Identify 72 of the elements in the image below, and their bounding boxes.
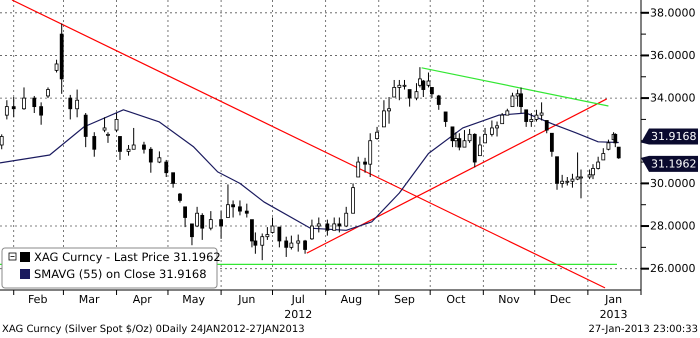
x-tick-label: Nov xyxy=(498,293,520,306)
candlestick xyxy=(414,82,418,101)
candlestick xyxy=(32,95,36,114)
candlestick xyxy=(84,112,88,148)
candlestick xyxy=(4,100,9,120)
candlestick xyxy=(148,146,153,174)
candlestick xyxy=(579,169,583,199)
candlestick xyxy=(519,86,523,114)
candlestick xyxy=(436,94,441,110)
x-tick-label: Aug xyxy=(340,293,362,306)
y-tick-label: 30.0000 xyxy=(650,176,696,190)
x-tick-label: Jan 2013 xyxy=(600,293,628,321)
y-tick-label: 26.0000 xyxy=(650,262,696,276)
candlestick xyxy=(601,148,606,160)
x-tick-label: Jul 2012 xyxy=(284,293,312,321)
x-tick-label: Mar xyxy=(78,293,100,306)
candlestick xyxy=(316,217,321,233)
candlestick xyxy=(106,132,110,144)
x-tick-label: Jun xyxy=(237,293,256,306)
candlestick xyxy=(171,172,176,188)
candlestick xyxy=(22,86,26,110)
candlestick xyxy=(408,89,412,108)
candlestick xyxy=(164,159,168,178)
candlestick xyxy=(444,111,448,128)
y-tick-label: 38.0000 xyxy=(650,6,696,20)
candlestick xyxy=(244,203,249,218)
candlestick xyxy=(208,210,213,231)
candlestick xyxy=(483,127,487,144)
y-tick-label: 28.0000 xyxy=(650,220,696,233)
candlestick xyxy=(178,192,182,204)
candlestick xyxy=(183,206,187,228)
candlestick xyxy=(102,116,106,133)
candlestick xyxy=(303,239,307,254)
candlestick xyxy=(450,126,454,148)
candlestick xyxy=(238,200,242,216)
candlestick xyxy=(46,86,50,99)
candlestick xyxy=(277,226,282,248)
candlestick xyxy=(356,156,360,178)
candlestick xyxy=(325,219,330,236)
candlestick xyxy=(375,126,379,140)
legend-label: SMAVG (55) on Close 31.9168 xyxy=(34,267,207,281)
candlestick xyxy=(142,141,146,154)
candlestick xyxy=(114,112,118,133)
x-tick-label: Sep xyxy=(394,293,415,306)
legend-label: XAG Curncy - Last Price 31.1962 xyxy=(34,250,221,264)
text: XAG Curncy (Silver Spot $/Oz) 0Daily 24JAN2012-27JAN2013 xyxy=(2,324,305,335)
candlestick xyxy=(550,132,554,158)
candlestick xyxy=(310,219,314,240)
candlestick xyxy=(12,96,16,118)
text: 31.1962 xyxy=(651,157,696,170)
candlestick xyxy=(92,132,96,158)
candlestick xyxy=(39,102,44,126)
x-tick-label: Feb xyxy=(28,293,48,306)
candlestick xyxy=(344,206,348,228)
candlestick xyxy=(68,94,72,120)
candlestick xyxy=(219,210,223,240)
x-tick-label: Oct xyxy=(446,293,466,306)
text: 31.9168 xyxy=(651,130,696,144)
candlestick xyxy=(544,120,549,134)
x-tick-label: Dec xyxy=(550,293,572,306)
candlestick xyxy=(157,150,162,164)
y-tick-label: 34.0000 xyxy=(650,92,696,105)
candlestick xyxy=(606,139,610,151)
text: 27-Jan-2013 23:00:33 xyxy=(588,324,698,335)
x-tick-label: May xyxy=(182,293,206,306)
candlestick xyxy=(0,134,4,150)
candlestick xyxy=(118,136,122,160)
y-tick-label: 36.0000 xyxy=(650,48,696,62)
candlestick xyxy=(296,234,300,252)
candlestick xyxy=(75,89,80,118)
candlestick xyxy=(270,217,274,234)
x-tick-label: Apr xyxy=(132,293,152,306)
